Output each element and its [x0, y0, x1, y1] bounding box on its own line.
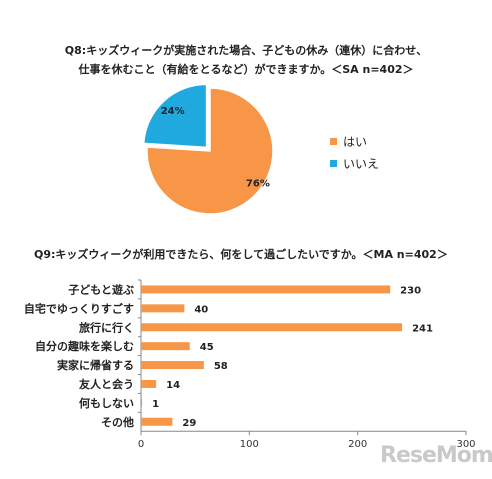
category-label: その他 [101, 415, 134, 429]
pie-slice [146, 87, 274, 215]
resemom-watermark-logo: ReseMom [380, 443, 492, 468]
legend-label: はい [343, 135, 367, 149]
bar [141, 342, 190, 351]
legend-label: いいえ [343, 157, 379, 171]
bar-value-label: 29 [182, 418, 196, 429]
bar-value-label: 40 [194, 304, 208, 315]
category-label: 自宅でゆっくりすごす [24, 301, 134, 315]
category-label: 友人と会う [79, 377, 134, 391]
bar [141, 398, 143, 407]
pie-slice [142, 83, 208, 149]
bar [141, 361, 204, 370]
q8-title-line2: 仕事を休むこと（有給をとるなど）ができますか。＜SA n=402＞ [78, 63, 414, 76]
pie-slice-label: 76% [246, 179, 270, 190]
bar-value-label: 14 [166, 380, 180, 391]
legend-swatch [330, 160, 337, 167]
bar [141, 323, 403, 332]
bar-value-label: 45 [200, 342, 214, 353]
bar-value-label: 241 [412, 323, 433, 334]
q8-title-line1: Q8:キッズウィークが実施された場合、子どもの休み（連休）に合わせ、 [64, 44, 428, 57]
x-tick-label: 100 [240, 439, 259, 450]
pie-slice-label: 24% [161, 106, 185, 117]
bar [141, 417, 173, 426]
x-tick-label: 200 [348, 439, 367, 450]
bar [141, 379, 157, 388]
bar-value-label: 58 [214, 361, 228, 372]
legend-swatch [330, 138, 337, 145]
category-label: 実家に帰省する [57, 358, 134, 372]
bar [141, 304, 185, 313]
x-tick-label: 300 [456, 439, 475, 450]
category-label: 旅行に行く [79, 320, 134, 334]
x-tick-label: 0 [138, 439, 144, 450]
bar-value-label: 1 [152, 399, 159, 410]
category-label: 子どもと遊ぶ [68, 282, 134, 296]
q9-title: Q9:キッズウィークが利用できたら、何をして過ごしたいですか。＜MA n=402… [34, 248, 448, 261]
category-label: 何もしない [79, 396, 134, 410]
category-label: 自分の趣味を楽しむ [35, 339, 134, 353]
bar [141, 285, 391, 294]
bar-value-label: 230 [400, 285, 421, 296]
